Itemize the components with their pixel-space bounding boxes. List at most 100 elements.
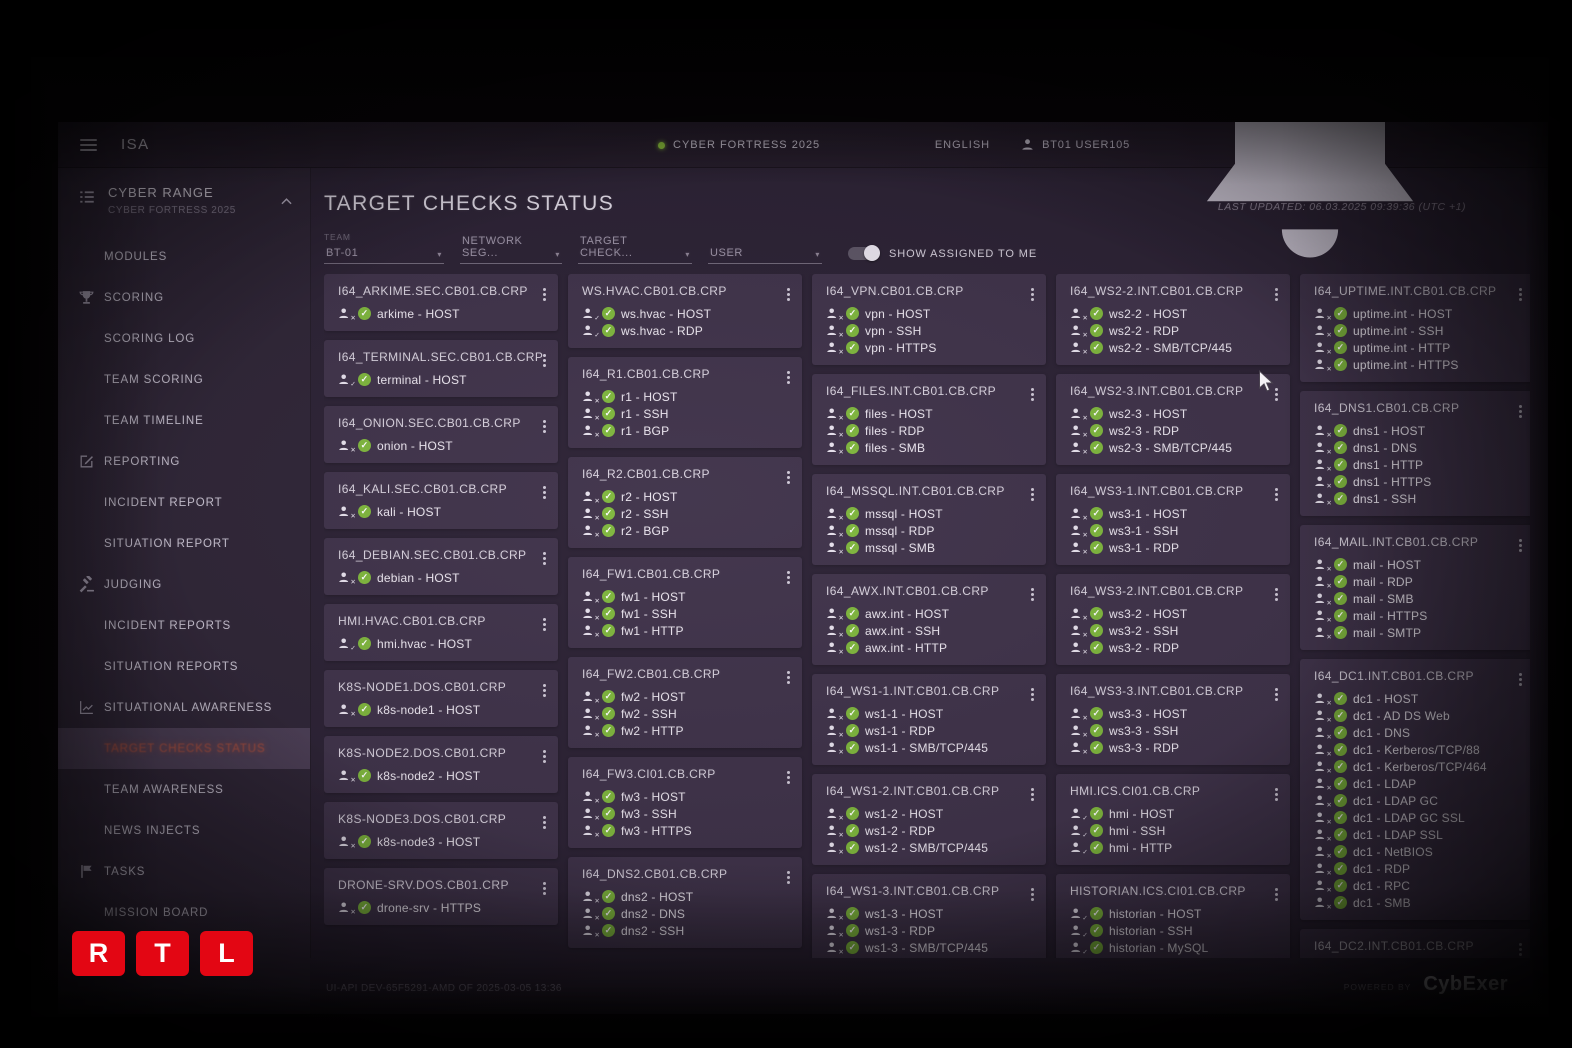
sidebar-item-scoring[interactable]: SCORING xyxy=(58,277,310,318)
sidebar-header[interactable]: CYBER RANGE CYBER FORTRESS 2025 xyxy=(58,168,310,228)
kebab-menu-icon[interactable] xyxy=(542,879,547,898)
card-column-5: I64_UPTIME.INT.CB01.CB.CRP ✕ ✓ uptime.int -… xyxy=(1300,274,1530,966)
kebab-menu-icon[interactable] xyxy=(786,768,791,787)
user-x-icon: ✕ xyxy=(1070,307,1088,321)
status-ok-icon: ✓ xyxy=(602,424,615,437)
status-ok-icon: ✓ xyxy=(846,641,859,654)
kebab-menu-icon[interactable] xyxy=(1274,685,1279,704)
status-ok-icon: ✓ xyxy=(602,707,615,720)
footer: UI-API DEV-65F5291-AMD OF 2025-03-05 13:… xyxy=(310,958,1548,1014)
sidebar-item-target-checks-status[interactable]: TARGET CHECKS STATUS xyxy=(58,728,310,769)
sidebar-item-team-awareness[interactable]: TEAM AWARENESS xyxy=(58,769,310,810)
kebab-menu-icon[interactable] xyxy=(1274,385,1279,404)
kebab-menu-icon[interactable] xyxy=(1518,670,1523,689)
kebab-menu-icon[interactable] xyxy=(1518,940,1523,959)
kebab-menu-icon[interactable] xyxy=(1030,685,1035,704)
kebab-menu-icon[interactable] xyxy=(1274,785,1279,804)
kebab-menu-icon[interactable] xyxy=(1030,585,1035,604)
hamburger-menu-icon[interactable] xyxy=(80,136,97,154)
kebab-menu-icon[interactable] xyxy=(542,351,547,370)
kebab-menu-icon[interactable] xyxy=(786,468,791,487)
status-ok-icon: ✓ xyxy=(1334,794,1347,807)
sidebar-item-scoring-log[interactable]: SCORING LOG xyxy=(58,318,310,359)
target-card: K8S-NODE2.DOS.CB01.CRP ✕ ✓ k8s-node2 - HOST xyxy=(324,736,558,793)
kebab-menu-icon[interactable] xyxy=(1030,485,1035,504)
sidebar-item-modules[interactable]: MODULES xyxy=(58,236,310,277)
sidebar-item-judging[interactable]: JUDGING xyxy=(58,564,310,605)
app-title: ISA xyxy=(121,136,150,153)
kebab-menu-icon[interactable] xyxy=(1030,885,1035,904)
kebab-menu-icon[interactable] xyxy=(1274,885,1279,904)
sidebar-item-situational-awareness[interactable]: SITUATIONAL AWARENESS xyxy=(58,687,310,728)
target-card: I64_WS1-1.INT.CB01.CB.CRP ✕ ✓ ws1-1 - HOST ✕… xyxy=(812,674,1046,765)
user-x-icon: ✕ xyxy=(582,507,600,521)
sidebar-item-situation-reports[interactable]: SITUATION REPORTS xyxy=(58,646,310,687)
kebab-menu-icon[interactable] xyxy=(1518,402,1523,421)
kebab-menu-icon[interactable] xyxy=(786,868,791,887)
kebab-menu-icon[interactable] xyxy=(542,813,547,832)
notifications-button[interactable]: 10+ xyxy=(1160,122,1460,295)
chevron-up-icon[interactable] xyxy=(281,192,292,205)
check-row: ✕ ✓ ws1-1 - SMB/TCP/445 xyxy=(826,739,1034,756)
check-label: dc1 - LDAP xyxy=(1353,776,1417,791)
check-label: fw2 - HOST xyxy=(621,689,686,704)
check-label: ws1-3 - RDP xyxy=(865,923,936,938)
kebab-menu-icon[interactable] xyxy=(786,668,791,687)
check-row: ✕ ✓ dc1 - SMB xyxy=(1314,894,1522,911)
user-menu[interactable]: BT01 USER105 xyxy=(1020,137,1130,152)
check-label: mssql - HOST xyxy=(865,506,943,521)
card-title: I64_WS3-1.INT.CB01.CB.CRP xyxy=(1070,484,1244,498)
card-column-1: I64_ARKIME.SEC.CB01.CB.CRP ✕ ✓ arkime - HOS… xyxy=(324,274,558,966)
kebab-menu-icon[interactable] xyxy=(1030,785,1035,804)
kebab-menu-icon[interactable] xyxy=(786,568,791,587)
sidebar-item-tasks[interactable]: TASKS xyxy=(58,851,310,892)
status-ok-icon: ✓ xyxy=(1090,424,1103,437)
kebab-menu-icon[interactable] xyxy=(1274,485,1279,504)
sidebar-item-situation-report[interactable]: SITUATION REPORT xyxy=(58,523,310,564)
user-x-icon: ✕ xyxy=(1070,541,1088,555)
kebab-menu-icon[interactable] xyxy=(786,368,791,387)
rtl-letter-l: L xyxy=(200,931,253,976)
user-x-icon: ✕ xyxy=(1070,424,1088,438)
sidebar-item-news-injects[interactable]: NEWS INJECTS xyxy=(58,810,310,851)
check-label: fw2 - HTTP xyxy=(621,723,684,738)
card-title: I64_FW3.CI01.CB.CRP xyxy=(582,767,716,781)
kebab-menu-icon[interactable] xyxy=(542,681,547,700)
kebab-menu-icon[interactable] xyxy=(542,285,547,304)
sidebar-item-team-scoring[interactable]: TEAM SCORING xyxy=(58,359,310,400)
sidebar-item-mission-board[interactable]: MISSION BOARD xyxy=(58,892,310,933)
kebab-menu-icon[interactable] xyxy=(1518,285,1523,304)
check-list: ✕ ✓ drone-srv - HTTPS xyxy=(338,899,546,916)
kebab-menu-icon[interactable] xyxy=(1274,585,1279,604)
user-x-icon: ✕ xyxy=(1070,724,1088,738)
kebab-menu-icon[interactable] xyxy=(542,483,547,502)
user-x-icon: ✕ xyxy=(582,624,600,638)
status-ok-icon: ✓ xyxy=(846,907,859,920)
user-x-icon: ✕ xyxy=(582,924,600,938)
network-segment-select[interactable]: NETWORK SEG... ▾ xyxy=(460,233,562,264)
kebab-menu-icon[interactable] xyxy=(542,549,547,568)
sidebar-item-reporting[interactable]: REPORTING xyxy=(58,441,310,482)
check-label: fw2 - SSH xyxy=(621,706,677,721)
target-card: I64_AWX.INT.CB01.CB.CRP ✕ ✓ awx.int - HOST ✕… xyxy=(812,574,1046,665)
check-row: ✕ ✓ fw2 - SSH xyxy=(582,705,790,722)
sidebar-item-incident-report[interactable]: INCIDENT REPORT xyxy=(58,482,310,523)
check-row: ✕ ✓ ws1-2 - RDP xyxy=(826,822,1034,839)
language-selector[interactable]: ENGLISH xyxy=(934,138,991,151)
user-x-icon: ✕ xyxy=(826,541,844,555)
check-list: ✕ ✓ r1 - HOST ✕ ✓ r1 - SSH ✕ ✓ r1 - BGP xyxy=(582,388,790,439)
kebab-menu-icon[interactable] xyxy=(1518,536,1523,555)
kebab-menu-icon[interactable] xyxy=(1030,385,1035,404)
status-ok-icon: ✓ xyxy=(602,690,615,703)
kebab-menu-icon[interactable] xyxy=(542,615,547,634)
kebab-menu-icon[interactable] xyxy=(542,417,547,436)
target-check-select[interactable]: TARGET CHECK... ▾ xyxy=(578,233,692,264)
check-row: ✕ ✓ fw3 - HOST xyxy=(582,788,790,805)
kebab-menu-icon[interactable] xyxy=(542,747,547,766)
user-x-icon: ✕ xyxy=(826,324,844,338)
team-select[interactable]: TEAM BT-01 ▾ xyxy=(324,232,444,264)
kebab-menu-icon[interactable] xyxy=(786,285,791,304)
sidebar-item-team-timeline[interactable]: TEAM TIMELINE xyxy=(58,400,310,441)
sidebar-item-incident-reports[interactable]: INCIDENT REPORTS xyxy=(58,605,310,646)
user-select[interactable]: USER ▾ xyxy=(708,245,822,264)
